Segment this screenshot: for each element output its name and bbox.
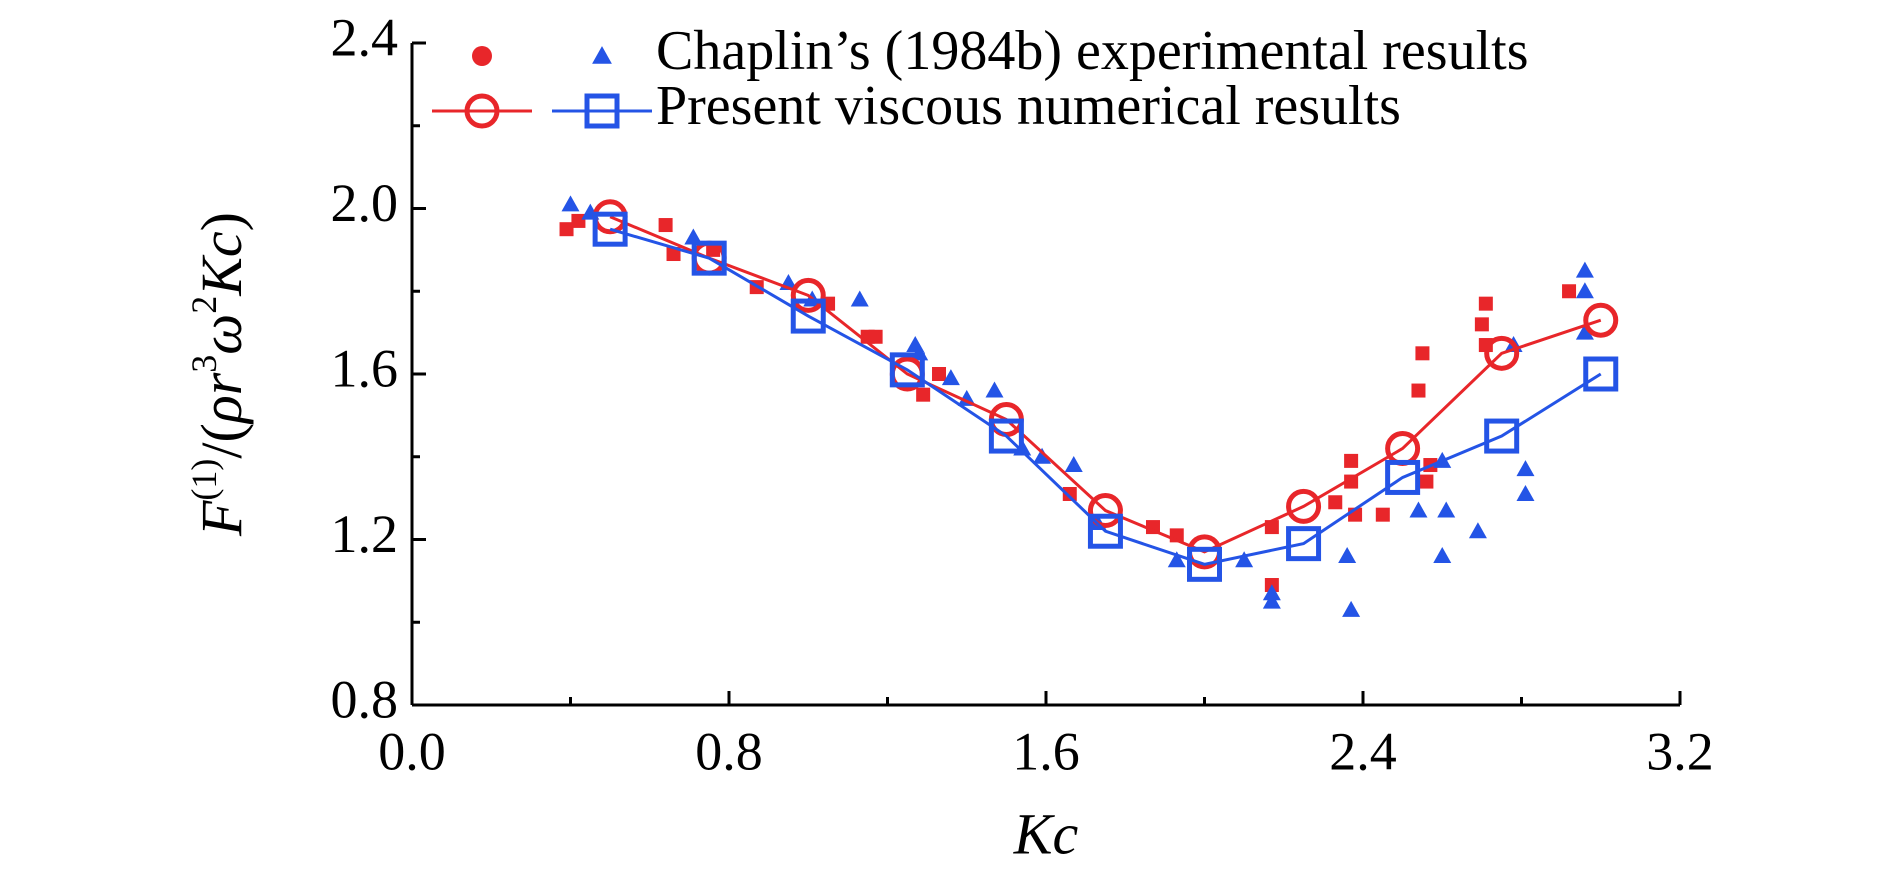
data-point [1235, 551, 1254, 568]
data-point [1575, 323, 1594, 340]
data-point [1516, 484, 1535, 501]
y-label-part: ω [189, 314, 254, 355]
data-point [1385, 459, 1421, 495]
data-point [592, 211, 628, 247]
data-point [1583, 302, 1619, 338]
data-point [1419, 474, 1434, 489]
data-point [1062, 486, 1077, 501]
data-point [1484, 335, 1520, 371]
y-tick-label: 1.2 [331, 504, 399, 564]
legend-label: Present viscous numerical results [656, 75, 1401, 137]
x-tick-label: 2.4 [1329, 721, 1397, 781]
data-point [1262, 592, 1281, 609]
data-point [1342, 600, 1361, 617]
legend-marker [592, 46, 612, 64]
data-point [868, 329, 883, 344]
data-point [1167, 551, 1186, 568]
series-line [609, 215, 1602, 554]
data-point [1474, 317, 1489, 332]
legend-marker [472, 46, 492, 66]
legend-marker [464, 93, 500, 129]
data-point [985, 381, 1004, 398]
data-point [1286, 526, 1322, 562]
data-point [1516, 460, 1535, 477]
x-tick-label: 3.2 [1646, 721, 1714, 781]
y-label-part: Kc [189, 231, 254, 297]
data-point [1187, 546, 1222, 582]
data-point [561, 195, 580, 212]
data-point [1478, 296, 1493, 311]
data-point [1064, 456, 1083, 473]
x-axis-label: Kc [1013, 801, 1079, 866]
data-point [1375, 507, 1390, 522]
data-point [1433, 547, 1452, 564]
data-point [790, 277, 826, 313]
y-tick-label: 1.6 [331, 338, 399, 398]
data-point [684, 228, 703, 245]
legend-marker [584, 93, 620, 129]
y-label-part: F [189, 500, 254, 537]
data-point [1344, 453, 1359, 468]
y-axis-label: F(1)/(ρr3ω2Kc) [184, 212, 254, 537]
data-point [1411, 383, 1426, 398]
data-point [666, 247, 681, 262]
y-label-part: ) [189, 212, 254, 231]
data-point [658, 218, 673, 233]
y-label-part: 3 [184, 355, 224, 373]
data-point [571, 213, 586, 228]
data-point [1262, 584, 1281, 601]
data-point [1338, 547, 1357, 564]
data-point [1562, 284, 1577, 299]
x-tick-label: 0.8 [695, 721, 763, 781]
data-point [1583, 356, 1619, 392]
data-point [1415, 346, 1430, 361]
data-point [1468, 522, 1487, 539]
data-point [889, 352, 925, 388]
data-point [559, 222, 574, 237]
data-point [932, 367, 947, 381]
data-point [1575, 282, 1594, 299]
data-point [1437, 501, 1456, 518]
y-tick-label: 2.4 [331, 7, 399, 67]
data-point [1575, 261, 1594, 278]
x-tick-label: 1.6 [1012, 721, 1080, 781]
data-point [1484, 418, 1520, 454]
data-point [850, 290, 869, 307]
data-point [941, 369, 960, 386]
y-tick-label: 0.8 [331, 669, 399, 729]
data-point [1409, 501, 1428, 518]
y-label-part: /( [189, 423, 254, 458]
data-point [1033, 447, 1052, 464]
y-label-part: 2 [184, 296, 224, 314]
y-label-part: (1) [184, 459, 224, 501]
series-line [609, 227, 1602, 566]
data-point [1328, 495, 1343, 510]
data-point [691, 240, 727, 276]
data-point [1087, 493, 1123, 529]
data-point [916, 387, 931, 402]
data-point [988, 418, 1024, 454]
y-tick-label: 2.0 [331, 173, 399, 233]
data-point [1087, 513, 1123, 549]
data-point [790, 298, 826, 334]
x-tick-label: 0.0 [378, 721, 446, 781]
y-label-part: ρr [189, 372, 254, 425]
legend-label: Chaplin’s (1984b) experimental results [656, 20, 1528, 82]
data-point [1286, 488, 1322, 524]
